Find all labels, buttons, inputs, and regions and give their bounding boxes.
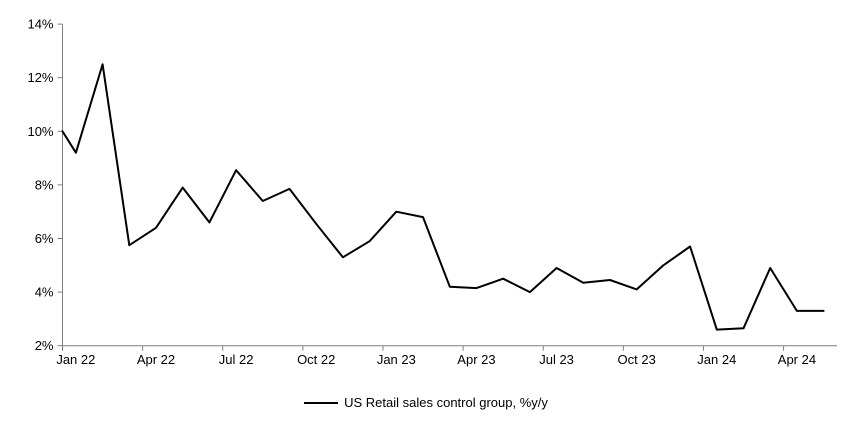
x-axis-label: Jan 23 — [377, 352, 416, 367]
y-axis-label: 8% — [35, 177, 54, 192]
x-axis-label: Apr 23 — [457, 352, 495, 367]
series-line — [61, 63, 825, 331]
x-axis-label: Jul 23 — [539, 352, 574, 367]
legend-line-sample-icon — [304, 401, 339, 404]
y-axis-label: 6% — [35, 231, 54, 246]
x-axis-label: Jan 24 — [697, 352, 736, 367]
legend: US Retail sales control group, %y/y — [0, 395, 852, 410]
x-axis-label: Apr 24 — [778, 352, 816, 367]
y-axis-label: 2% — [35, 338, 54, 353]
x-axis-label: Oct 23 — [618, 352, 656, 367]
y-axis-label: 14% — [27, 17, 53, 32]
x-axis-label: Jul 22 — [219, 352, 254, 367]
legend-label: US Retail sales control group, %y/y — [344, 395, 548, 410]
x-axis-label: Oct 22 — [297, 352, 335, 367]
y-axis-label: 10% — [27, 124, 53, 139]
x-axis-label: Jan 22 — [56, 352, 95, 367]
y-axis-label: 12% — [27, 70, 53, 85]
y-axis-label: 4% — [35, 285, 54, 300]
x-axis-label: Apr 22 — [137, 352, 175, 367]
